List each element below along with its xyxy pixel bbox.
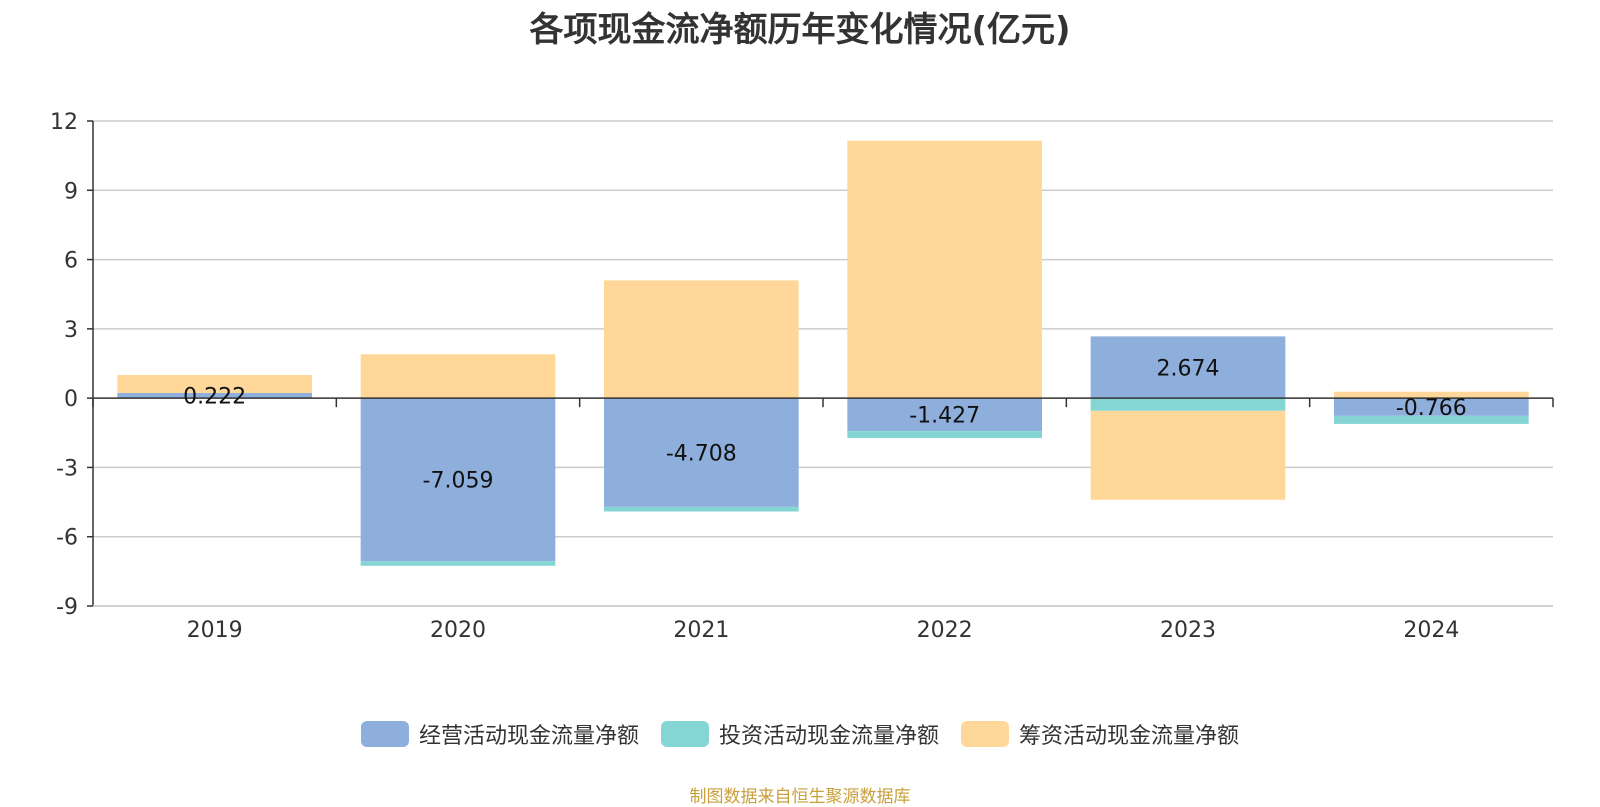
bar-financing <box>847 140 1042 399</box>
bar-operating <box>604 398 799 507</box>
y-tick-label: -6 <box>56 526 78 551</box>
bar-financing <box>604 280 799 399</box>
bar-operating <box>360 398 556 562</box>
data-label: -1.427 <box>909 404 980 429</box>
x-tick-label: 2022 <box>917 618 973 643</box>
legend-swatch-financing <box>961 721 1009 747</box>
bar-financing <box>360 354 556 399</box>
bar-operating <box>1090 336 1286 399</box>
legend-label-financing: 筹资活动现金流量净额 <box>1019 724 1240 749</box>
bar-financing <box>1334 391 1529 399</box>
data-label: 2.674 <box>1157 356 1220 381</box>
x-tick-label: 2019 <box>187 618 243 643</box>
legend-swatch-operating <box>360 721 409 747</box>
legend-item-investing[interactable]: 投资活动现金流量净额 <box>660 718 939 750</box>
bar-operating <box>847 398 1042 432</box>
bar-financing <box>117 375 312 394</box>
y-tick-label: -9 <box>56 595 78 620</box>
bar-investing <box>1334 415 1529 424</box>
legend-item-financing[interactable]: 筹资活动现金流量净额 <box>961 718 1239 750</box>
x-tick-label: 2024 <box>1403 618 1459 643</box>
bar-operating <box>117 393 312 399</box>
x-tick-label: 2023 <box>1160 618 1216 643</box>
data-label: -0.766 <box>1396 396 1467 421</box>
y-tick-label: 3 <box>64 318 78 343</box>
bar-operating <box>1334 398 1529 416</box>
legend-item-operating[interactable]: 经营活动现金流量净额 <box>360 718 639 750</box>
data-label: 0.222 <box>183 385 246 410</box>
legend-swatch-investing <box>660 721 709 747</box>
chart-title: 各项现金流净额历年变化情况(亿元) <box>529 10 1071 50</box>
x-tick-label: 2021 <box>673 618 729 643</box>
bar-investing <box>360 561 556 566</box>
chart-plot: 12 9 6 3 0 -3 -6 -9 0.222 -7.059 -4.708 -1.427 2.674… <box>50 110 1554 643</box>
data-label: -7.059 <box>423 469 494 494</box>
bar-investing <box>1090 398 1286 411</box>
bar-investing <box>604 506 799 512</box>
legend: 经营活动现金流量净额 投资活动现金流量净额 筹资活动现金流量净额 <box>0 718 1600 750</box>
bar-investing <box>847 431 1042 439</box>
source-note: 制图数据来自恒生聚源数据库 <box>689 787 911 807</box>
legend-label-operating: 经营活动现金流量净额 <box>418 724 639 749</box>
y-tick-label: 9 <box>64 179 78 204</box>
data-label: -4.708 <box>666 442 737 467</box>
y-tick-label: 0 <box>64 387 78 412</box>
y-tick-label: 12 <box>50 110 78 135</box>
y-tick-label: -3 <box>56 456 78 481</box>
bar-financing <box>1090 410 1286 500</box>
legend-label-investing: 投资活动现金流量净额 <box>718 724 939 749</box>
y-tick-label: 6 <box>64 249 78 274</box>
x-tick-label: 2020 <box>430 618 486 643</box>
